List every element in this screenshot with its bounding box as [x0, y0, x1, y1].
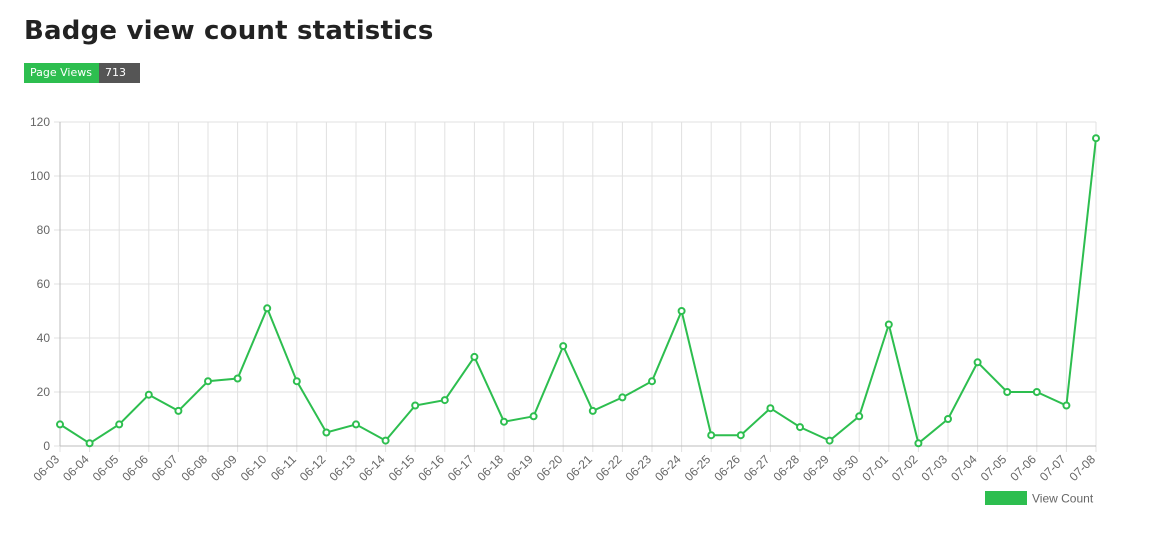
data-point — [559, 342, 568, 351]
x-tick-label: 07-05 — [978, 452, 1010, 484]
x-tick-label: 06-17 — [445, 452, 477, 484]
y-tick-label: 0 — [43, 439, 50, 453]
x-tick-label: 07-03 — [919, 452, 951, 484]
x-tick-label: 06-24 — [652, 452, 684, 484]
x-tick-label: 06-12 — [297, 452, 329, 484]
data-point — [322, 428, 331, 437]
x-tick-label: 06-21 — [563, 452, 595, 484]
x-tick-label: 06-25 — [682, 452, 714, 484]
data-point — [352, 420, 360, 429]
data-point — [1032, 388, 1041, 396]
page-views-badge[interactable]: Page Views 713 — [24, 63, 140, 83]
x-tick-label: 06-07 — [149, 452, 181, 484]
x-tick-label: 06-16 — [415, 452, 447, 484]
x-tick-label: 06-27 — [741, 452, 773, 484]
badge-label: Page Views — [24, 63, 99, 83]
y-tick-label: 120 — [30, 115, 50, 129]
y-tick-label: 40 — [37, 331, 51, 345]
data-point — [470, 352, 479, 361]
x-tick-label: 06-04 — [60, 452, 92, 484]
x-tick-label: 06-10 — [238, 452, 270, 484]
x-tick-label: 06-05 — [90, 452, 122, 484]
data-point — [1003, 388, 1012, 396]
x-tick-label: 06-20 — [534, 452, 566, 484]
legend-swatch — [985, 491, 1027, 505]
series-line — [59, 138, 1097, 446]
y-axis-ticks: 0 20 40 60 80 100 120 — [30, 115, 50, 453]
data-point — [233, 374, 242, 383]
x-tick-label: 06-26 — [711, 452, 743, 484]
data-point — [174, 406, 183, 415]
x-tick-label: 06-13 — [327, 452, 359, 484]
data-point — [1092, 134, 1100, 143]
y-tick-label: 80 — [37, 223, 51, 237]
x-tick-label: 07-01 — [859, 452, 891, 484]
x-tick-label: 07-08 — [1067, 452, 1099, 484]
x-tick-label: 06-03 — [31, 452, 63, 484]
data-point — [677, 307, 686, 315]
data-point — [144, 390, 153, 399]
data-point — [381, 436, 390, 445]
data-point — [944, 415, 952, 423]
x-tick-label: 06-15 — [386, 452, 418, 484]
x-tick-label: 06-09 — [208, 452, 240, 484]
x-tick-label: 06-23 — [623, 452, 655, 484]
x-tick-label: 06-19 — [504, 452, 536, 484]
data-point — [825, 436, 834, 445]
x-tick-label: 07-06 — [1007, 452, 1039, 484]
data-point — [263, 304, 272, 313]
legend-label: View Count — [1032, 492, 1094, 506]
x-tick-label: 06-06 — [119, 452, 151, 484]
chart-series — [56, 134, 1100, 448]
x-tick-label: 07-02 — [889, 452, 921, 484]
x-tick-label: 06-22 — [593, 452, 625, 484]
data-point — [292, 377, 301, 386]
data-point — [85, 439, 94, 448]
data-point — [56, 420, 64, 429]
data-point — [529, 412, 538, 421]
data-point — [440, 396, 449, 405]
data-point — [411, 401, 420, 410]
page-title: Badge view count statistics — [24, 16, 434, 46]
data-point — [736, 431, 745, 440]
data-point — [707, 431, 716, 440]
x-tick-label: 07-07 — [1037, 452, 1069, 484]
x-tick-label: 07-04 — [948, 452, 980, 484]
data-point — [766, 404, 775, 413]
data-point — [618, 393, 627, 402]
y-tick-label: 60 — [37, 277, 51, 291]
x-tick-label: 06-30 — [830, 452, 862, 484]
x-axis-ticks: 06-0306-0406-0506-0606-0706-0806-0906-10… — [31, 452, 1099, 484]
x-tick-label: 06-11 — [268, 452, 299, 483]
y-tick-label: 20 — [37, 385, 51, 399]
data-point — [973, 358, 982, 367]
chart-legend[interactable]: View Count — [985, 491, 1094, 506]
chart-grid — [54, 121, 1097, 452]
x-tick-label: 06-18 — [475, 452, 507, 484]
y-tick-label: 100 — [30, 169, 50, 183]
badge-value: 713 — [98, 63, 140, 83]
data-point — [1062, 401, 1071, 410]
x-tick-label: 06-29 — [800, 452, 832, 484]
data-point — [914, 439, 923, 448]
data-point — [855, 412, 864, 421]
data-point — [796, 423, 804, 432]
data-point — [648, 377, 656, 386]
x-tick-label: 06-08 — [179, 452, 211, 484]
x-tick-label: 06-14 — [356, 452, 388, 484]
data-point — [500, 417, 508, 426]
data-point — [884, 320, 893, 329]
data-point — [204, 377, 212, 386]
data-point — [115, 420, 124, 429]
x-tick-label: 06-28 — [771, 452, 803, 484]
data-point — [588, 406, 597, 415]
